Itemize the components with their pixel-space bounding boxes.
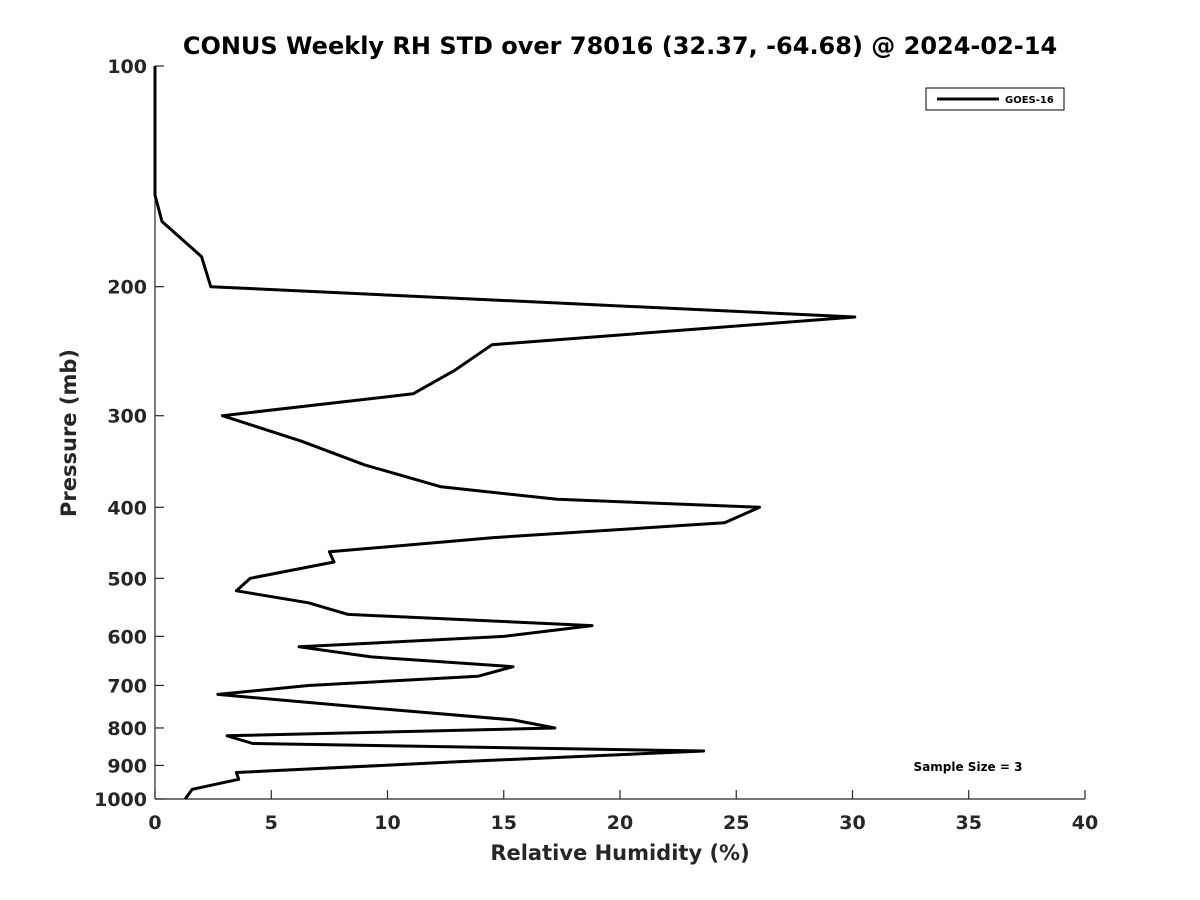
y-tick-label: 200 xyxy=(107,277,147,299)
x-tick-label: 25 xyxy=(723,812,749,834)
series-layer xyxy=(153,66,857,800)
series-line-0 xyxy=(153,66,857,800)
y-tick-label: 300 xyxy=(107,406,147,428)
y-ticks: 100 200 300 400 500 600 700 800 900 1000 xyxy=(94,56,164,811)
y-tick-label: 1000 xyxy=(94,789,147,811)
y-tick-label: 900 xyxy=(107,755,147,777)
x-tick-label: 30 xyxy=(839,812,865,834)
y-axis-label: Pressure (mb) xyxy=(57,349,81,517)
chart-title: CONUS Weekly RH STD over 78016 (32.37, -… xyxy=(183,32,1057,60)
y-tick-label: 700 xyxy=(107,675,147,697)
y-tick-label: 400 xyxy=(107,497,147,519)
x-tick-label: 10 xyxy=(374,812,400,834)
y-tick-label: 500 xyxy=(107,568,147,590)
legend: GOES-16 xyxy=(925,87,1065,111)
x-ticks: 0 5 10 15 20 25 30 35 40 xyxy=(148,790,1098,834)
y-tick-label: 100 xyxy=(107,56,147,78)
x-tick-label: 20 xyxy=(607,812,633,834)
x-tick-label: 5 xyxy=(265,812,278,834)
y-tick-label: 800 xyxy=(107,718,147,740)
legend-label: GOES-16 xyxy=(1005,95,1054,106)
x-tick-label: 40 xyxy=(1072,812,1098,834)
x-tick-label: 0 xyxy=(148,812,161,834)
x-axis-label: Relative Humidity (%) xyxy=(490,841,749,865)
sample-size-annotation: Sample Size = 3 xyxy=(914,760,1023,774)
x-tick-label: 15 xyxy=(491,812,517,834)
x-tick-label: 35 xyxy=(956,812,982,834)
y-tick-label: 600 xyxy=(107,626,147,648)
